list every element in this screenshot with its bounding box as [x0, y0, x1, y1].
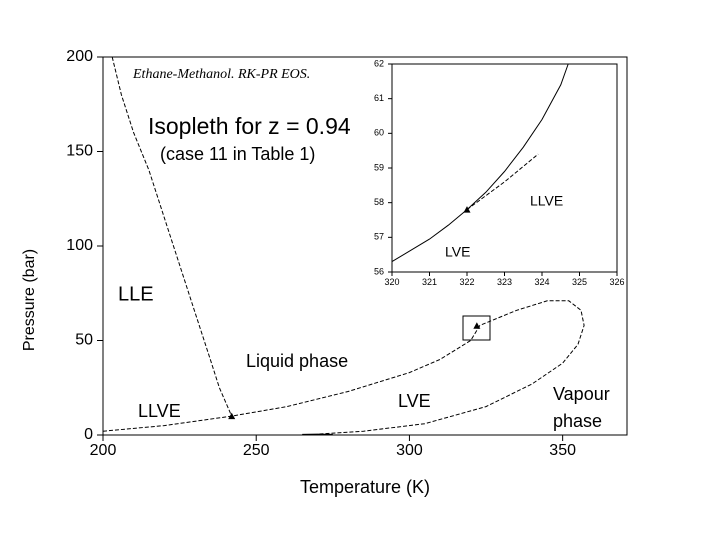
subtitle: Isopleth for z = 0.94 — [148, 113, 351, 139]
annotation: Liquid phase — [246, 351, 348, 371]
x-tick-label: 200 — [90, 442, 117, 459]
annotation: LVE — [398, 391, 431, 411]
curve — [466, 153, 539, 211]
y-tick-label: 58 — [374, 197, 384, 207]
annotation: LLE — [118, 283, 154, 305]
x-tick-label: 350 — [549, 442, 576, 459]
annotation: LVE — [445, 244, 470, 260]
y-tick-label: 100 — [66, 237, 93, 254]
x-tick-label: 323 — [497, 277, 512, 287]
x-tick-label: 324 — [534, 277, 549, 287]
chart-title: Ethane-Methanol. RK-PR EOS. — [132, 67, 310, 82]
marker — [473, 322, 481, 329]
inset-background — [392, 64, 617, 272]
marker — [463, 206, 471, 213]
x-tick-label: 321 — [422, 277, 437, 287]
y-tick-label: 59 — [374, 162, 384, 172]
curve — [111, 56, 233, 417]
y-axis-label: Pressure (bar) — [21, 249, 38, 351]
y-tick-label: 50 — [75, 332, 93, 349]
y-tick-label: 57 — [374, 232, 384, 242]
x-tick-label: 322 — [459, 277, 474, 287]
x-tick-label: 325 — [572, 277, 587, 287]
x-tick-label: 320 — [384, 277, 399, 287]
y-tick-label: 60 — [374, 128, 384, 138]
y-tick-label: 62 — [374, 58, 384, 68]
curve — [391, 63, 569, 263]
x-tick-label: 326 — [609, 277, 624, 287]
x-axis-label: Temperature (K) — [300, 477, 430, 497]
x-tick-label: 250 — [243, 442, 270, 459]
y-tick-label: 150 — [66, 143, 93, 160]
annotation: LLVE — [138, 401, 181, 421]
y-tick-label: 200 — [66, 48, 93, 65]
annotation: phase — [553, 411, 602, 431]
curve — [102, 300, 585, 435]
subtitle: (case 11 in Table 1) — [160, 144, 315, 164]
annotation: Vapour — [553, 384, 610, 404]
marker — [228, 412, 236, 420]
x-tick-label: 300 — [396, 442, 423, 459]
y-tick-label: 0 — [84, 426, 93, 443]
zoom-box — [462, 315, 491, 341]
y-tick-label: 56 — [374, 266, 384, 276]
y-tick-label: 61 — [374, 93, 384, 103]
annotation: LLVE — [530, 193, 563, 209]
